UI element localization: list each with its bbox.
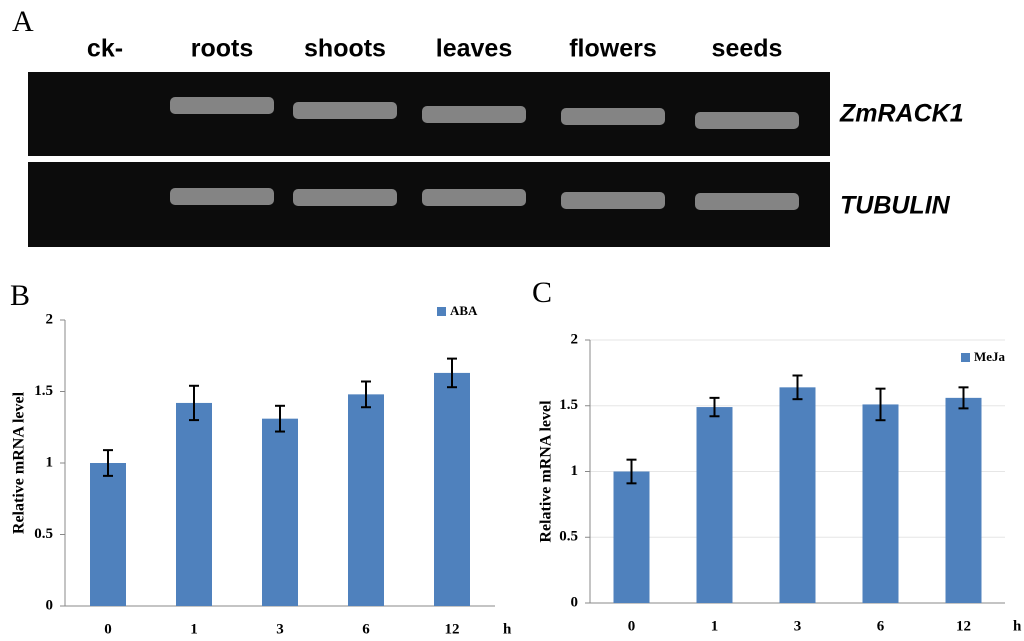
bar xyxy=(696,407,733,603)
bar xyxy=(348,394,384,606)
y-tick-label: 1 xyxy=(46,454,54,470)
panel-label: C xyxy=(532,276,552,309)
bar xyxy=(862,404,899,603)
bar xyxy=(779,387,816,603)
gel-band xyxy=(170,188,274,205)
y-tick-label: 2 xyxy=(571,331,579,347)
y-tick-label: 2 xyxy=(46,311,54,327)
y-tick-label: 0 xyxy=(571,594,579,610)
y-tick-label: 1.5 xyxy=(559,397,578,413)
y-tick-label: 1.5 xyxy=(34,383,53,399)
x-tick-label: 6 xyxy=(362,621,370,637)
gel-band xyxy=(561,108,665,125)
legend-label: MeJa xyxy=(974,349,1006,364)
x-axis-unit: h xyxy=(503,621,512,637)
lane-label: seeds xyxy=(712,35,783,63)
lane-label: ck- xyxy=(87,35,123,63)
bar xyxy=(945,397,982,603)
y-tick-label: 0.5 xyxy=(559,529,578,545)
y-tick-label: 0.5 xyxy=(34,526,53,542)
gene-label: ZmRACK1 xyxy=(839,100,964,128)
x-tick-label: 3 xyxy=(794,618,802,634)
lane-label: flowers xyxy=(569,35,657,63)
y-axis-title: Relative mRNA level xyxy=(538,400,555,543)
x-tick-label: 1 xyxy=(711,618,719,634)
bar xyxy=(613,471,650,603)
x-tick-label: 12 xyxy=(956,618,971,634)
gel-band xyxy=(695,193,799,210)
gel-band xyxy=(170,97,274,114)
lane-label: shoots xyxy=(304,35,386,63)
bar xyxy=(262,418,298,606)
lane-label: leaves xyxy=(436,35,512,63)
x-tick-label: 0 xyxy=(628,618,636,634)
gel-band xyxy=(422,106,526,123)
bar xyxy=(176,402,212,606)
bar xyxy=(434,372,470,606)
x-tick-label: 0 xyxy=(104,621,112,637)
lane-label: roots xyxy=(191,35,254,63)
panel-label: A xyxy=(12,5,34,38)
y-tick-label: 1 xyxy=(571,463,579,479)
gel-band xyxy=(561,192,665,209)
x-axis-unit: h xyxy=(1013,618,1022,634)
x-tick-label: 6 xyxy=(877,618,885,634)
x-tick-label: 1 xyxy=(190,621,198,637)
y-axis-title: Relative mRNA level xyxy=(11,391,28,534)
legend-swatch xyxy=(437,307,446,316)
gel-band xyxy=(293,189,397,206)
y-tick-label: 0 xyxy=(46,597,54,613)
gel-band xyxy=(293,102,397,119)
legend-swatch xyxy=(961,353,970,362)
bar xyxy=(90,463,126,606)
legend-label: ABA xyxy=(450,303,478,318)
x-tick-label: 3 xyxy=(276,621,284,637)
x-tick-label: 12 xyxy=(445,621,460,637)
gene-label: TUBULIN xyxy=(840,192,951,220)
gel-band xyxy=(695,112,799,129)
gel-band xyxy=(422,189,526,206)
panel-label: B xyxy=(10,279,30,312)
